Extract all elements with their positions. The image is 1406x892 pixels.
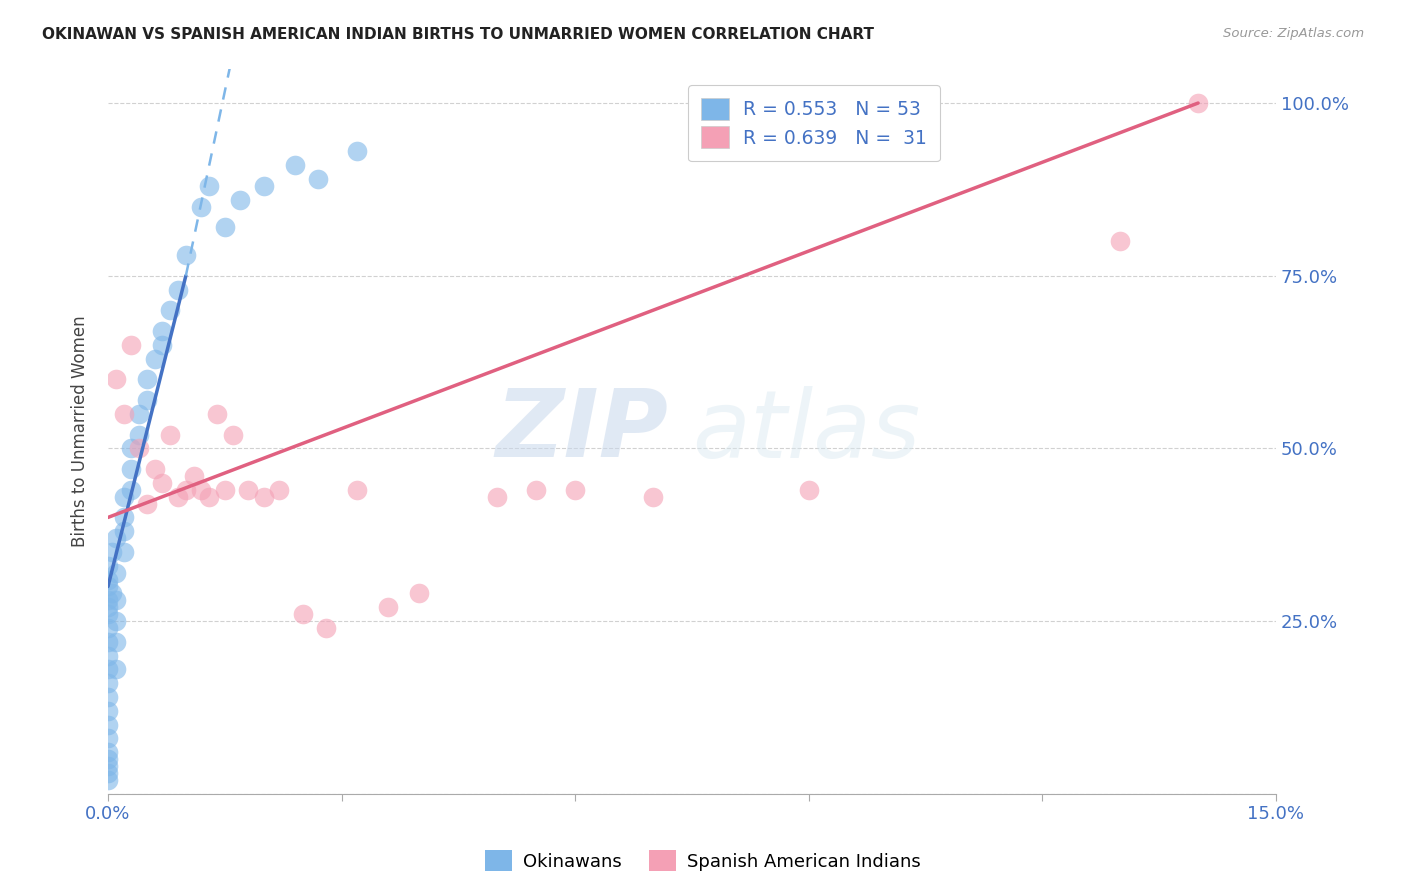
Point [112, 490, 135, 504]
Point [1109, 234, 1132, 248]
Point [97, 717, 120, 731]
Text: atlas: atlas [692, 385, 920, 476]
Point [198, 490, 221, 504]
Point [524, 483, 547, 497]
Text: OKINAWAN VS SPANISH AMERICAN INDIAN BIRTHS TO UNMARRIED WOMEN CORRELATION CHART: OKINAWAN VS SPANISH AMERICAN INDIAN BIRT… [42, 27, 875, 42]
Point [97, 662, 120, 676]
Point [143, 462, 166, 476]
Point [214, 220, 236, 235]
Point [97, 607, 120, 621]
Point [159, 303, 181, 318]
Point [97, 731, 120, 746]
Point [97, 600, 120, 615]
Point [97, 573, 120, 587]
Legend: Okinawans, Spanish American Indians: Okinawans, Spanish American Indians [478, 843, 928, 879]
Point [120, 483, 142, 497]
Point [198, 178, 221, 193]
Point [104, 662, 127, 676]
Point [269, 483, 291, 497]
Point [167, 283, 190, 297]
Point [135, 372, 157, 386]
Text: ZIP: ZIP [496, 385, 669, 477]
Point [101, 586, 124, 600]
Point [128, 407, 150, 421]
Point [120, 462, 142, 476]
Point [205, 407, 228, 421]
Point [167, 490, 190, 504]
Point [190, 200, 212, 214]
Point [97, 558, 120, 573]
Point [112, 510, 135, 524]
Point [377, 600, 399, 615]
Point [128, 442, 150, 456]
Point [152, 338, 174, 352]
Point [97, 676, 120, 690]
Text: Source: ZipAtlas.com: Source: ZipAtlas.com [1223, 27, 1364, 40]
Point [97, 690, 120, 704]
Point [315, 621, 337, 635]
Point [97, 579, 120, 593]
Point [97, 745, 120, 759]
Point [486, 490, 509, 504]
Point [143, 351, 166, 366]
Point [152, 324, 174, 338]
Point [104, 566, 127, 580]
Point [120, 338, 142, 352]
Point [101, 545, 124, 559]
Point [97, 634, 120, 648]
Point [408, 586, 430, 600]
Point [253, 178, 276, 193]
Point [159, 427, 181, 442]
Point [104, 372, 127, 386]
Point [797, 483, 820, 497]
Point [284, 158, 307, 172]
Point [104, 593, 127, 607]
Point [229, 193, 252, 207]
Point [104, 614, 127, 628]
Point [174, 483, 197, 497]
Point [135, 392, 157, 407]
Point [152, 475, 174, 490]
Point [112, 524, 135, 539]
Point [97, 648, 120, 663]
Point [641, 490, 664, 504]
Legend: R = 0.553   N = 53, R = 0.639   N =  31: R = 0.553 N = 53, R = 0.639 N = 31 [688, 85, 939, 161]
Point [97, 766, 120, 780]
Point [1187, 96, 1209, 111]
Point [236, 483, 259, 497]
Point [135, 497, 157, 511]
Point [128, 427, 150, 442]
Point [183, 469, 205, 483]
Point [97, 704, 120, 718]
Point [307, 172, 329, 186]
Point [97, 772, 120, 787]
Point [112, 407, 135, 421]
Point [346, 483, 368, 497]
Y-axis label: Births to Unmarried Women: Births to Unmarried Women [72, 315, 89, 547]
Point [190, 483, 212, 497]
Point [97, 621, 120, 635]
Point [564, 483, 586, 497]
Point [221, 427, 243, 442]
Point [346, 145, 368, 159]
Point [97, 593, 120, 607]
Point [104, 634, 127, 648]
Point [112, 545, 135, 559]
Point [97, 759, 120, 773]
Point [214, 483, 236, 497]
Point [253, 490, 276, 504]
Point [104, 531, 127, 545]
Point [97, 752, 120, 766]
Point [120, 442, 142, 456]
Point [291, 607, 314, 621]
Point [174, 248, 197, 262]
